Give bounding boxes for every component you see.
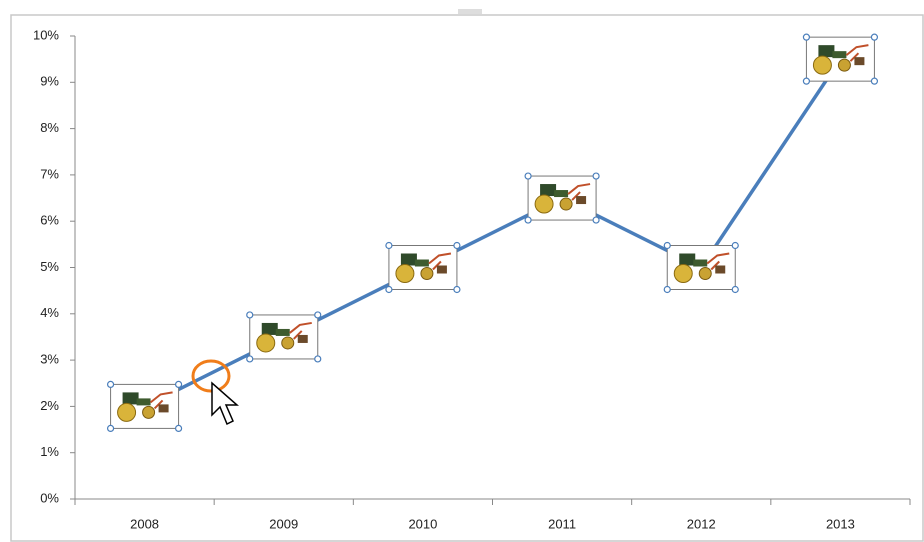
picture-marker	[802, 33, 879, 85]
selection-handle	[106, 380, 115, 388]
x-tick-label: 2013	[826, 516, 855, 531]
selection-handle	[453, 285, 461, 294]
y-tick-label: 1%	[40, 444, 59, 459]
selection-handle	[524, 172, 532, 180]
selection-handle	[174, 380, 183, 388]
tractor-wheel	[420, 267, 434, 280]
tractor-wheel	[559, 197, 573, 211]
y-tick-label: 5%	[40, 259, 59, 274]
tractor-wheel	[281, 336, 295, 350]
tractor-bucket	[854, 57, 865, 66]
y-tick-label: 2%	[40, 398, 59, 413]
tractor-body	[818, 45, 835, 58]
y-tick-label: 6%	[40, 213, 59, 228]
y-tick-label: 10%	[33, 27, 59, 42]
x-tick-label: 2010	[408, 516, 437, 531]
tractor-bucket	[158, 404, 169, 413]
tractor-wheel	[256, 333, 276, 353]
picture-marker	[106, 380, 183, 432]
highlight-circle	[191, 359, 231, 393]
tractor-body	[400, 253, 417, 266]
selection-handle	[731, 241, 739, 250]
tractor-bucket	[715, 265, 726, 274]
selection-handle	[731, 285, 739, 294]
picture-marker	[385, 241, 461, 294]
y-tick-label: 3%	[40, 352, 59, 367]
selection-handle	[870, 77, 879, 85]
y-tick-label: 7%	[40, 166, 59, 181]
tractor-wheel	[117, 402, 137, 422]
picture-marker	[246, 311, 322, 363]
chart-frame	[10, 14, 924, 542]
selection-handle	[802, 77, 811, 85]
y-tick-label: 0%	[40, 490, 59, 505]
selection-handle	[592, 172, 600, 180]
tractor-wheel	[698, 267, 712, 280]
tractor-hood	[554, 190, 569, 198]
tractor-body	[679, 253, 696, 266]
tractor-body	[122, 392, 139, 405]
mouse-cursor	[211, 381, 239, 426]
tractor-wheel	[142, 405, 156, 419]
tractor-wheel	[673, 264, 693, 283]
tractor-hood	[275, 328, 290, 336]
selection-handle	[314, 311, 322, 319]
y-tick-label: 4%	[40, 305, 59, 320]
selection-handle	[524, 216, 532, 224]
tractor-bucket	[436, 265, 447, 274]
y-tick-label: 8%	[40, 120, 59, 135]
selection-handle	[385, 241, 393, 250]
selection-handle	[246, 311, 254, 319]
y-tick-label: 9%	[40, 74, 59, 89]
tractor-wheel	[395, 264, 415, 283]
tractor-bucket	[297, 334, 308, 343]
tractor-arm	[567, 183, 591, 201]
selection-handle	[106, 424, 115, 432]
picture-marker	[524, 172, 600, 224]
selection-handle	[385, 285, 393, 294]
tractor-wheel	[812, 55, 832, 75]
selection-handle	[870, 33, 879, 41]
tractor-wheel	[534, 194, 554, 214]
tractor-hood	[414, 259, 429, 267]
resize-handle	[458, 9, 482, 14]
picture-marker	[663, 241, 739, 294]
x-tick-label: 2008	[130, 516, 159, 531]
tractor-bucket	[576, 196, 587, 205]
tractor-arm	[149, 391, 173, 410]
selection-handle	[174, 424, 183, 432]
selection-handle	[663, 241, 671, 250]
x-tick-label: 2009	[269, 516, 298, 531]
selection-handle	[246, 355, 254, 363]
x-tick-label: 2011	[548, 516, 576, 531]
tractor-body	[540, 184, 557, 197]
x-tick-label: 2012	[687, 516, 716, 531]
selection-handle	[592, 216, 600, 224]
selection-handle	[802, 33, 811, 41]
tractor-hood	[136, 398, 151, 406]
tractor-hood	[832, 51, 847, 59]
selection-handle	[314, 355, 322, 363]
tractor-body	[261, 322, 278, 335]
tractor-hood	[693, 259, 708, 267]
selection-handle	[663, 285, 671, 294]
selection-handle	[453, 241, 461, 250]
tractor-wheel	[837, 58, 851, 72]
